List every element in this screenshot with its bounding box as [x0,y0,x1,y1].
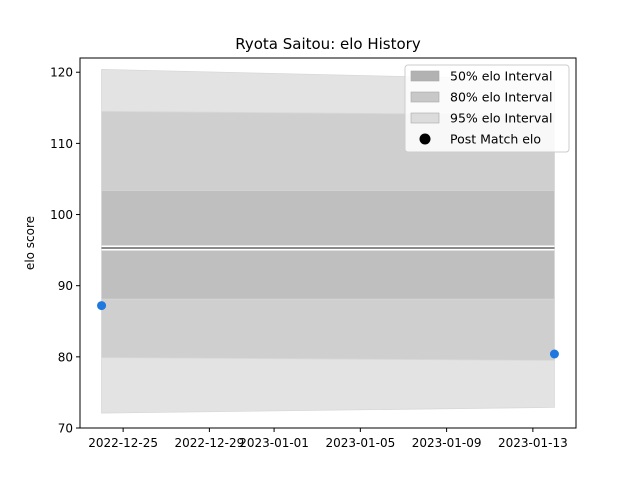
legend-box [404,64,570,153]
chart-title: Ryota Saitou: elo History [235,35,421,53]
y-tick-label: 70 [58,422,73,436]
legend-entry-label: 80% elo Interval [450,90,552,105]
y-tick-label: 90 [58,279,73,293]
y-tick-label: 110 [50,137,73,151]
legend-marker-points [419,133,431,145]
legend: 50% elo Interval 80% elo Interval 95% elo … [404,64,570,153]
x-tick-label: 2023-01-05 [325,436,395,450]
legend-swatch [410,70,440,82]
post-match-point [97,301,107,311]
legend-entry-label: 95% elo Interval [450,111,552,126]
x-tick-label: 2023-01-01 [239,436,309,450]
legend-swatch [410,91,440,103]
y-tick-label: 100 [50,208,73,222]
y-tick-label: 80 [58,350,73,364]
plot-frame [79,57,577,429]
y-axis-label: elo score [23,216,37,270]
x-tick-label: 2023-01-09 [412,436,482,450]
x-tick-label: 2023-01-13 [498,436,568,450]
legend-entry-label: 50% elo Interval [450,69,552,84]
post-match-point [549,349,559,359]
x-tick-label: 2022-12-29 [175,436,245,450]
y-tick-label: 120 [50,66,73,80]
x-tick-label: 2022-12-25 [88,436,158,450]
interval-band-3 [101,189,555,300]
legend-entry-label: Post Match elo [450,132,541,147]
plot-area [97,68,559,414]
legend-swatch [410,112,440,124]
